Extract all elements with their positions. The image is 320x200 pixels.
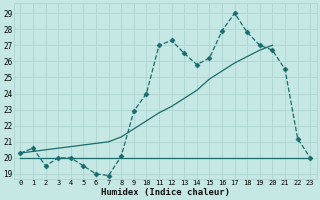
X-axis label: Humidex (Indice chaleur): Humidex (Indice chaleur) bbox=[101, 188, 230, 197]
